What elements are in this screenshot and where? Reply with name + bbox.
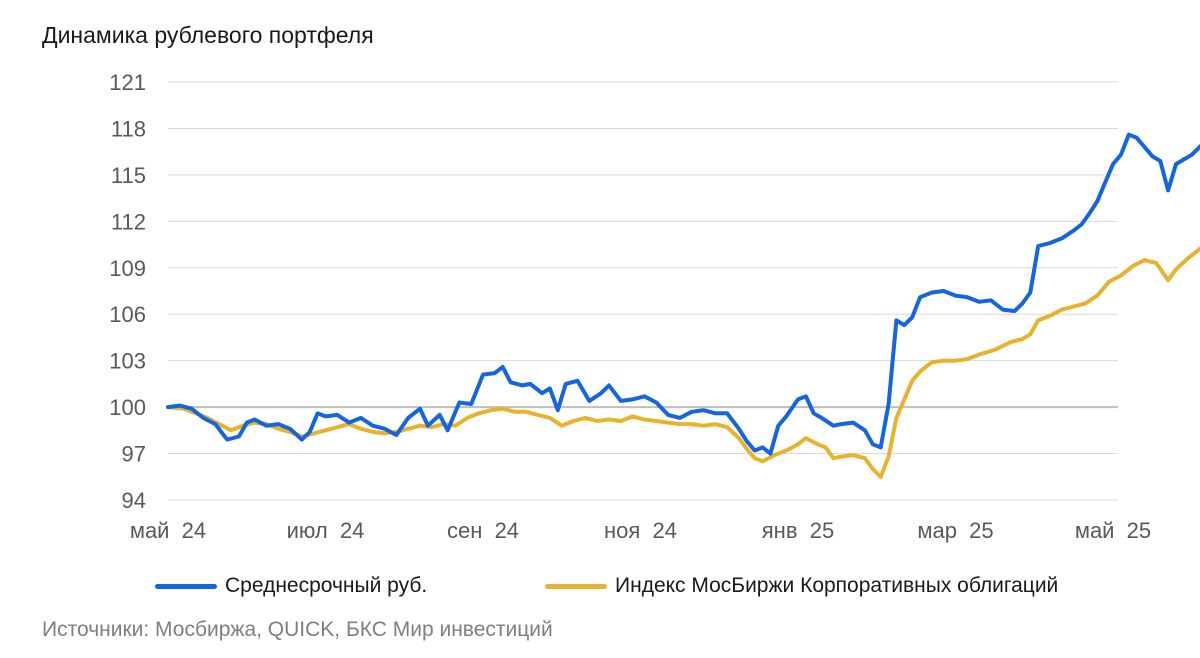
- chart-plot: 94 97 100 103 106 109 112 115 118 121 май 24 июл 2…: [109, 70, 1200, 543]
- x-tick-label: сен 24: [447, 518, 519, 543]
- y-tick-label: 94: [122, 488, 146, 513]
- y-tick-label: 121: [109, 70, 146, 95]
- chart-title: Динамика рублевого портфеля: [42, 22, 374, 48]
- y-tick-label: 109: [109, 256, 146, 281]
- legend-item-index: Индекс МосБиржи Корпоративных облигаций: [545, 574, 1058, 598]
- y-tick-label: 106: [109, 302, 146, 327]
- x-tick-label: май 24: [130, 518, 206, 543]
- x-tick-label: ноя 24: [604, 518, 677, 543]
- y-axis-ticks: 94 97 100 103 106 109 112 115 118 121: [109, 70, 146, 513]
- x-tick-label: июл 24: [287, 518, 365, 543]
- series-line-index: [166, 246, 1200, 479]
- legend-item-medium-term: Среднесрочный руб.: [155, 574, 427, 598]
- grid-lines: [168, 81, 1118, 501]
- y-tick-label: 97: [122, 442, 146, 467]
- legend: Среднесрочный руб. Индекс МосБиржи Корпо…: [0, 574, 1200, 604]
- y-tick-label: 118: [111, 116, 146, 141]
- y-tick-label: 103: [109, 349, 146, 374]
- x-tick-label: май 25: [1075, 518, 1151, 543]
- y-tick-label: 112: [111, 209, 146, 234]
- x-tick-label: мар 25: [917, 518, 993, 543]
- x-tick-label: янв 25: [762, 518, 834, 543]
- y-tick-label: 100: [109, 395, 146, 420]
- series-line-medium-term: [166, 132, 1200, 456]
- x-axis-ticks: май 24 июл 24 сен 24 ноя 24 янв 25 мар 25 май …: [130, 518, 1151, 543]
- series-lines: [166, 132, 1200, 479]
- legend-label-medium-term: Среднесрочный руб.: [225, 574, 428, 597]
- legend-swatch-blue: [155, 583, 217, 589]
- y-tick-label: 115: [111, 163, 146, 188]
- legend-label-index: Индекс МосБиржи Корпоративных облигаций: [615, 574, 1059, 597]
- legend-swatch-gold: [545, 583, 607, 589]
- source-note: Источники: Мосбиржа, QUICK, БКС Мир инве…: [42, 618, 553, 641]
